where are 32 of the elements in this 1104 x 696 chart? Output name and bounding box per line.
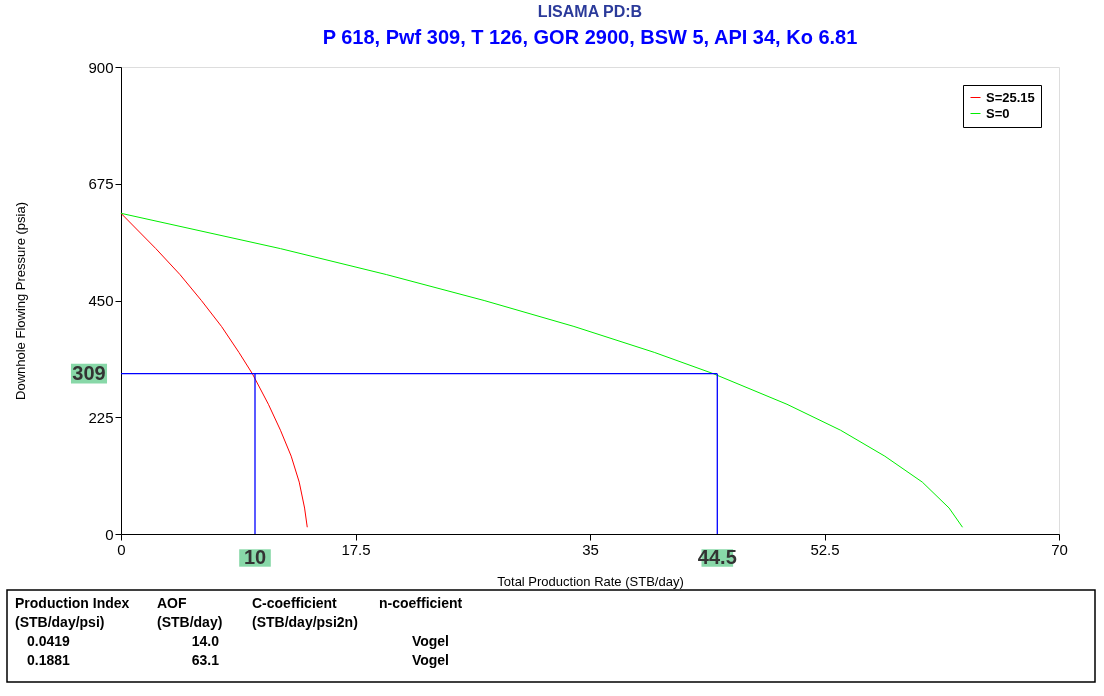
text: n-coefficient — [379, 595, 463, 611]
x-tick-label: 0 — [117, 540, 126, 558]
y-tick-label: 225 — [88, 408, 114, 426]
y-axis-title: Downhole Flowing Pressure (psia) — [13, 202, 29, 400]
y-tick-label: 450 — [88, 292, 114, 309]
ref-line-label: 10 — [243, 546, 267, 568]
x-tick-label: 35 — [582, 540, 599, 558]
text: C-coefficient — [252, 595, 338, 611]
ref-line-label: 309 — [72, 361, 106, 384]
text: 0.0419 — [27, 633, 71, 649]
y-tick-label: 900 — [88, 58, 114, 76]
x-axis-title: Total Production Rate (STB/day) — [497, 573, 684, 589]
text: Vogel — [411, 652, 449, 668]
x-tick-label: 52.5 — [810, 540, 840, 558]
text: Vogel — [411, 633, 449, 649]
text: 63.1 — [191, 652, 220, 668]
legend-label: S=0 — [986, 105, 1010, 121]
chart-subtitle: P 618, Pwf 309, T 126, GOR 2900, BSW 5, API 34, Ko 6.81 — [322, 26, 858, 48]
y-tick-label: 0 — [105, 525, 114, 543]
text: (STB/day/psi) — [15, 614, 105, 630]
x-tick-label: 17.5 — [341, 540, 371, 558]
text: 0.1881 — [27, 652, 71, 668]
text: 14.0 — [191, 633, 220, 649]
text: (STB/day) — [157, 614, 223, 630]
y-tick-label: 675 — [88, 175, 114, 193]
text: AOF — [157, 595, 187, 611]
legend-label: S=25.15 — [986, 89, 1035, 105]
text: Production Index — [15, 595, 130, 611]
text: (STB/day/psi2n) — [252, 614, 358, 630]
line-series — [120, 212, 308, 528]
chart-title: LISAMA PD:B — [537, 3, 643, 20]
x-tick-label: 70 — [1051, 540, 1068, 558]
